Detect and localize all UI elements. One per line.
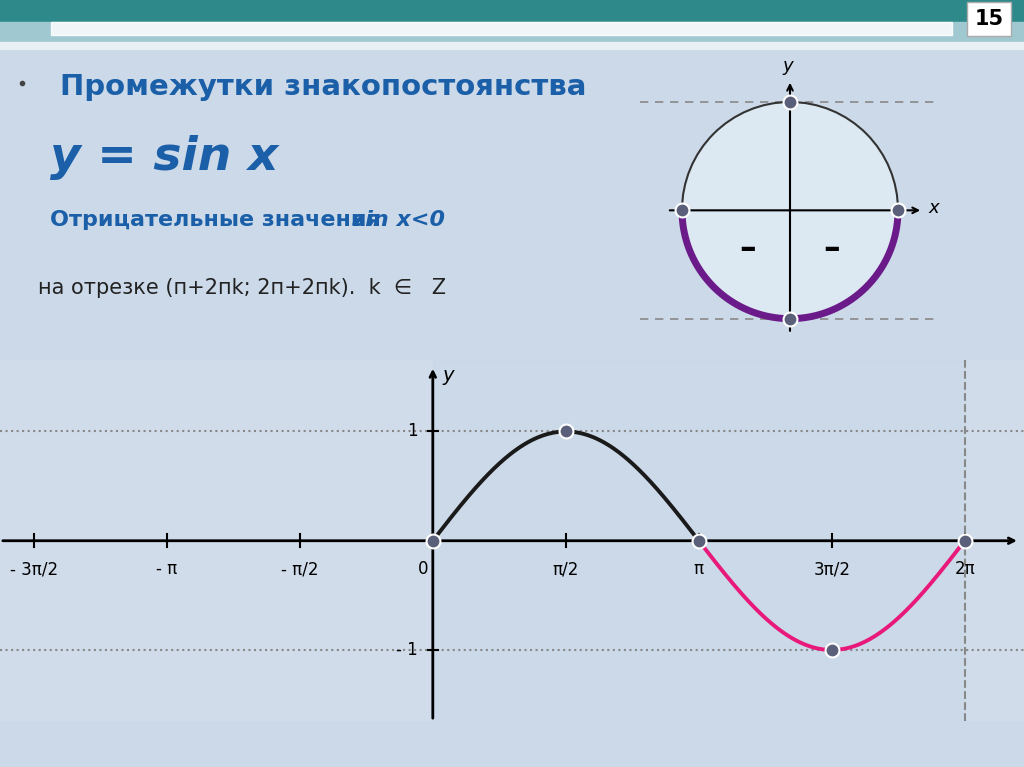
Text: π/2: π/2 bbox=[553, 561, 579, 578]
Text: Отрицательные значения: Отрицательные значения bbox=[50, 210, 389, 230]
Text: 2π: 2π bbox=[954, 561, 975, 578]
Bar bbox=[0, 0, 1024, 22]
Text: на отрезке (п+2пk; 2п+2пk).  k  ∈   Z: на отрезке (п+2пk; 2п+2пk). k ∈ Z bbox=[38, 278, 446, 298]
Text: - π/2: - π/2 bbox=[281, 561, 318, 578]
Bar bbox=[0, 22, 1024, 42]
Text: 1: 1 bbox=[407, 423, 418, 440]
Text: - 3π/2: - 3π/2 bbox=[10, 561, 58, 578]
Text: –: – bbox=[739, 232, 757, 265]
Text: sin x<0: sin x<0 bbox=[352, 210, 445, 230]
Text: Промежутки знакопостоянства: Промежутки знакопостоянства bbox=[60, 73, 587, 101]
Text: 3π/2: 3π/2 bbox=[813, 561, 850, 578]
Text: x: x bbox=[928, 199, 939, 217]
Text: 0: 0 bbox=[418, 561, 428, 578]
Bar bbox=[51, 22, 952, 35]
Circle shape bbox=[682, 102, 898, 318]
Text: y = sin x: y = sin x bbox=[50, 135, 279, 180]
Text: - 1: - 1 bbox=[396, 641, 418, 659]
Text: y: y bbox=[782, 57, 794, 75]
Text: - π: - π bbox=[157, 561, 177, 578]
Text: 15: 15 bbox=[975, 9, 1004, 29]
Bar bbox=[433, 360, 965, 721]
Bar bbox=[0, 42, 1024, 50]
Text: y: y bbox=[443, 366, 455, 385]
Text: –: – bbox=[823, 232, 841, 265]
Text: π: π bbox=[693, 561, 703, 578]
